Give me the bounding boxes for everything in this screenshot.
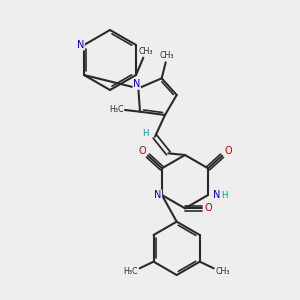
- Text: N: N: [154, 190, 162, 200]
- Text: H: H: [221, 190, 228, 200]
- Text: H: H: [142, 130, 148, 139]
- Text: CH₃: CH₃: [215, 266, 230, 275]
- Text: CH₃: CH₃: [138, 46, 153, 56]
- Text: O: O: [205, 203, 212, 213]
- Text: N: N: [133, 79, 140, 89]
- Text: CH₃: CH₃: [159, 51, 174, 60]
- Text: N: N: [77, 40, 84, 50]
- Text: N: N: [213, 190, 220, 200]
- Text: H₃C: H₃C: [109, 106, 123, 115]
- Text: O: O: [138, 146, 146, 156]
- Text: H₃C: H₃C: [124, 266, 138, 275]
- Text: O: O: [224, 146, 232, 156]
